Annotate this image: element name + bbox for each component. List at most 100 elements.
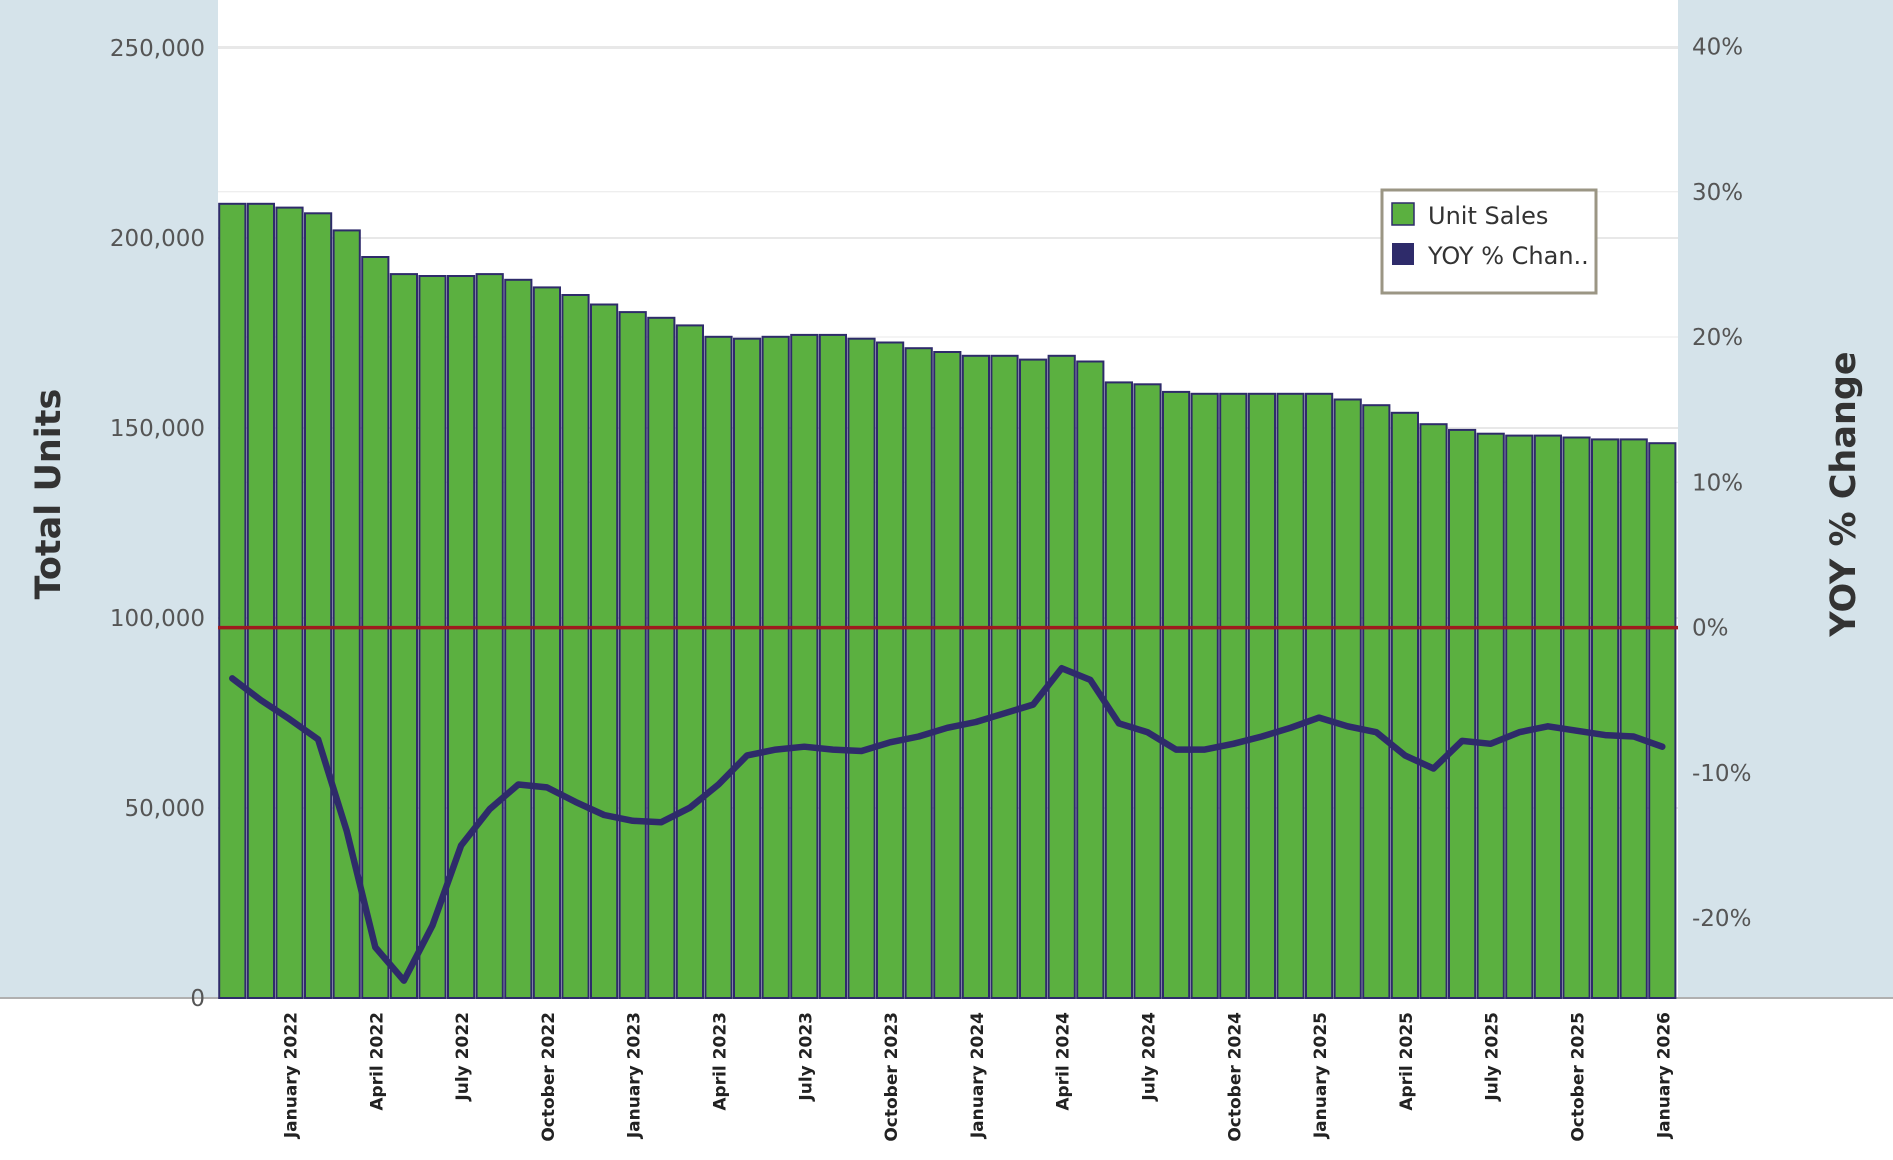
y-tick-label: 150,000 <box>110 416 205 442</box>
yoy-point <box>1602 732 1608 738</box>
yoy-point <box>487 806 493 812</box>
yoy-point <box>859 748 864 754</box>
yoy-point <box>1516 729 1522 735</box>
yoy-point <box>1145 729 1150 735</box>
bar <box>590 303 619 999</box>
yoy-point <box>944 725 950 731</box>
bar <box>990 354 1019 999</box>
yoy-point <box>544 784 550 790</box>
x-tick-label: July 2022 <box>453 1012 473 1102</box>
yoy-point <box>687 805 693 811</box>
yoy-point <box>630 818 636 824</box>
bar <box>790 333 819 999</box>
bar <box>1247 392 1277 999</box>
yoy-point <box>1059 665 1065 671</box>
x-tick-label: January 2024 <box>968 1012 988 1139</box>
left-axis-panel <box>0 0 218 998</box>
bar <box>1533 434 1563 1000</box>
yoy-point <box>1459 738 1465 744</box>
bar <box>1591 438 1620 999</box>
y2-tick-label: 20% <box>1692 325 1743 351</box>
bar <box>876 341 905 999</box>
y-axis-ticks: 250,000 200,000 150,000 100,000 50,000 0 <box>110 36 205 1012</box>
x-tick-label: April 2023 <box>711 1012 731 1111</box>
legend: Unit Sales YOY % Chan.. <box>1380 188 1598 295</box>
bar <box>218 202 247 1000</box>
bar <box>1019 358 1048 1000</box>
yoy-point <box>1230 741 1236 747</box>
bar <box>818 333 847 999</box>
bar <box>1276 392 1305 999</box>
yoy-point <box>916 734 922 740</box>
yoy-point <box>1659 744 1665 750</box>
bar <box>1219 392 1248 999</box>
x-tick-label: July 2025 <box>1483 1012 1503 1102</box>
bar <box>1619 438 1648 999</box>
yoy-point <box>1202 747 1208 753</box>
bar <box>246 202 276 1000</box>
y2-tick-label: 40% <box>1692 34 1743 60</box>
bar <box>332 229 361 999</box>
bar <box>1390 411 1420 999</box>
bar <box>389 273 418 1000</box>
y2-tick-label: -20% <box>1692 906 1751 932</box>
yoy-point <box>887 739 893 745</box>
yoy-point <box>744 752 750 758</box>
yoy-point <box>229 675 235 681</box>
yoy-point <box>773 747 779 753</box>
x-tick-label: July 2023 <box>796 1012 816 1102</box>
yoy-point <box>1488 741 1494 747</box>
yoy-point <box>1402 752 1408 758</box>
yoy-point <box>830 747 836 753</box>
legend-swatch-yoy <box>1392 243 1414 265</box>
yoy-point <box>1173 747 1179 753</box>
yoy-point <box>1431 765 1436 771</box>
yoy-point <box>287 716 292 722</box>
bar <box>1448 428 1477 999</box>
x-tick-label: October 2022 <box>539 1012 559 1142</box>
bar <box>704 335 733 999</box>
bar <box>504 278 533 999</box>
yoy-point <box>1345 723 1351 729</box>
right-axis-panel <box>1678 0 1893 998</box>
yoy-point <box>573 799 578 805</box>
bar <box>418 275 447 999</box>
yoy-point <box>458 842 464 848</box>
x-axis-ticks: January 2022 April 2022 July 2022 October 2… <box>282 1012 1675 1142</box>
yoy-point <box>1631 734 1637 740</box>
y-axis-label: Total Units <box>29 389 69 600</box>
y2-tick-label: 30% <box>1692 180 1743 206</box>
yoy-point <box>1087 677 1093 683</box>
x-tick-label: April 2024 <box>1054 1012 1074 1111</box>
yoy-point <box>1574 728 1579 734</box>
yoy-point <box>430 922 435 928</box>
bar <box>1190 392 1219 999</box>
bar <box>1305 392 1334 999</box>
x-tick-label: January 2025 <box>1311 1012 1331 1139</box>
y2-axis-label: YOY % Change <box>1824 351 1864 637</box>
bar <box>1476 432 1505 999</box>
y2-tick-label: 0% <box>1692 616 1729 642</box>
bar <box>447 275 476 999</box>
yoy-point <box>401 978 407 984</box>
bar <box>933 351 962 999</box>
yoy-point <box>1316 715 1322 721</box>
yoy-point <box>1116 720 1122 726</box>
x-tick-label: April 2025 <box>1397 1012 1417 1111</box>
bar <box>304 212 333 1000</box>
yoy-point <box>1030 702 1036 708</box>
y-tick-label: 100,000 <box>110 606 205 632</box>
yoy-point <box>716 781 721 787</box>
bar <box>475 273 504 1000</box>
x-tick-label: January 2022 <box>282 1012 302 1139</box>
yoy-point <box>973 719 979 725</box>
bar <box>618 311 647 1000</box>
yoy-point <box>1002 710 1007 716</box>
bar <box>1562 436 1591 999</box>
yoy-line <box>229 664 1666 984</box>
legend-box <box>1380 188 1598 295</box>
bar <box>1133 383 1162 999</box>
x-tick-label: January 2023 <box>625 1012 645 1139</box>
